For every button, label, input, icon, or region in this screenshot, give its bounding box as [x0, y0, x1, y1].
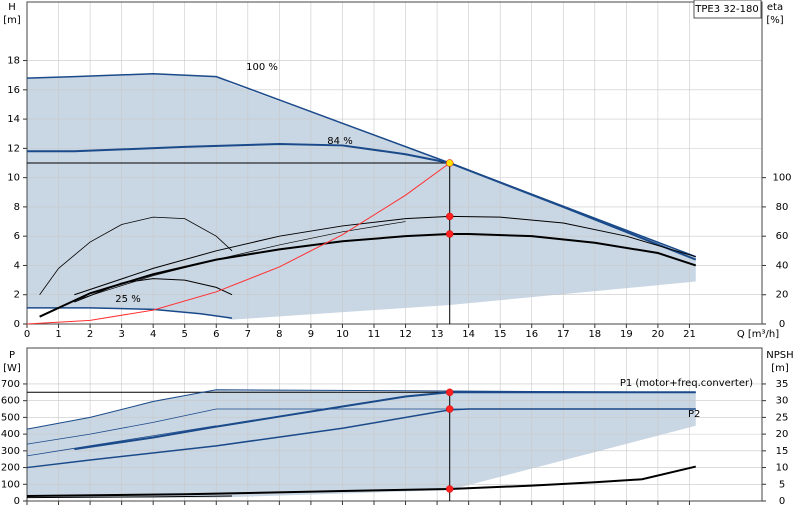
- x-tick-label: 9: [308, 329, 314, 340]
- operating-point: [445, 485, 454, 493]
- y-tick-label: 2: [14, 290, 20, 301]
- operating-point: [445, 230, 454, 238]
- y-tick-label: 300: [1, 446, 20, 457]
- curve: [74, 215, 696, 296]
- x-tick-label: 20: [652, 329, 665, 340]
- model-name: TPE3 32-180: [694, 4, 758, 15]
- x-tick-label: 5: [182, 329, 188, 340]
- y-tick-label: 8: [14, 202, 20, 213]
- curve: [27, 307, 233, 319]
- curve: [39, 216, 233, 295]
- curve-label: P1 (motor+freq.converter): [620, 378, 753, 389]
- x-tick-label: 1: [55, 329, 61, 340]
- y-axis-unit: [W]: [3, 363, 21, 374]
- x-tick-label: 8: [276, 329, 282, 340]
- y-tick-label: 4: [14, 260, 20, 271]
- y2-tick-label: 20: [776, 429, 789, 440]
- y-axis-unit: [m]: [3, 15, 21, 26]
- x-tick-label: 21: [683, 329, 696, 340]
- curve-label: 25 %: [115, 294, 140, 305]
- x-tick-label: 15: [494, 329, 507, 340]
- y2-tick-label: 5: [779, 479, 785, 490]
- labels: TPE3 32-180 100 % 84 % 25 % P1 (motor+fr…: [115, 0, 762, 420]
- curve: [26, 495, 233, 499]
- y2-tick-label: 40: [776, 260, 789, 271]
- operating-point: [445, 388, 454, 397]
- curve: [26, 408, 696, 445]
- curve: [26, 389, 696, 430]
- y2-tick-label: 10: [776, 463, 789, 474]
- y-tick-label: 600: [1, 396, 20, 407]
- y2-tick-label: 35: [776, 379, 789, 390]
- y2-tick-label: 0: [779, 496, 785, 507]
- y2-tick-label: 60: [776, 231, 789, 242]
- y-tick-label: 6: [14, 231, 20, 242]
- y-tick-label: 0: [14, 496, 20, 507]
- y-tick-label: 10: [7, 173, 20, 184]
- curve: [74, 391, 696, 451]
- operating-point: [445, 159, 454, 167]
- y-tick-label: 14: [7, 114, 20, 125]
- y-axis-label: P: [9, 350, 15, 361]
- curve: [39, 232, 697, 318]
- curve: [74, 221, 406, 301]
- y2-tick-label: 20: [776, 290, 789, 301]
- y2-tick-label: 25: [776, 412, 789, 423]
- y2-axis-label: eta: [767, 2, 783, 13]
- curve: [74, 278, 233, 303]
- y2-tick-label: 0: [779, 319, 785, 330]
- y-tick-label: 0: [14, 319, 20, 330]
- y2-tick-label: 30: [776, 396, 789, 407]
- x-tick-label: 11: [368, 329, 381, 340]
- y2-tick-label: 80: [776, 202, 789, 213]
- x-tick-label: 4: [150, 329, 156, 340]
- operating-point: [445, 405, 454, 413]
- y-tick-label: 100: [1, 479, 20, 490]
- y-tick-label: 500: [1, 412, 20, 423]
- curve: [26, 162, 450, 325]
- y2-axis-unit: [m]: [771, 363, 789, 374]
- x-tick-label: 19: [620, 329, 633, 340]
- y-tick-label: 18: [7, 56, 20, 67]
- y2-tick-label: 15: [776, 446, 789, 457]
- y-tick-label: 400: [1, 429, 20, 440]
- x-tick-label: 3: [118, 329, 124, 340]
- y-axis-label: H: [8, 2, 16, 13]
- y2-axis-unit: [%]: [766, 15, 783, 26]
- x-tick-label: 14: [462, 329, 475, 340]
- y-tick-label: 200: [1, 463, 20, 474]
- y2-axis-label: NPSH: [766, 350, 793, 361]
- x-tick-label: 10: [336, 329, 349, 340]
- x-tick-label: 12: [399, 329, 412, 340]
- operating-point: [445, 212, 454, 221]
- y-tick-label: 700: [1, 379, 20, 390]
- y-tick-label: 12: [7, 143, 20, 154]
- curve: [27, 142, 697, 261]
- curve: [26, 465, 696, 497]
- x-tick-label: 13: [431, 329, 444, 340]
- model-box: [693, 0, 762, 19]
- x-axis-label: Q [m³/h]: [737, 329, 779, 340]
- x-tick-label: 18: [588, 329, 601, 340]
- x-tick-label: 7: [245, 329, 251, 340]
- y2-tick-label: 100: [772, 173, 791, 184]
- x-tick-label: 0: [24, 329, 30, 340]
- operating-area: [27, 73, 696, 320]
- curve-label: 100 %: [246, 62, 278, 73]
- y-tick-label: 16: [7, 85, 20, 96]
- curve: [26, 425, 217, 457]
- x-tick-label: 17: [557, 329, 570, 340]
- operating-area: [27, 389, 696, 498]
- x-tick-label: 16: [525, 329, 538, 340]
- plot-frame: [26, 347, 763, 502]
- curve-label: 84 %: [327, 136, 352, 147]
- x-tick-label: 2: [87, 329, 93, 340]
- curve-label: P2: [688, 409, 700, 420]
- x-tick-label: 6: [213, 329, 219, 340]
